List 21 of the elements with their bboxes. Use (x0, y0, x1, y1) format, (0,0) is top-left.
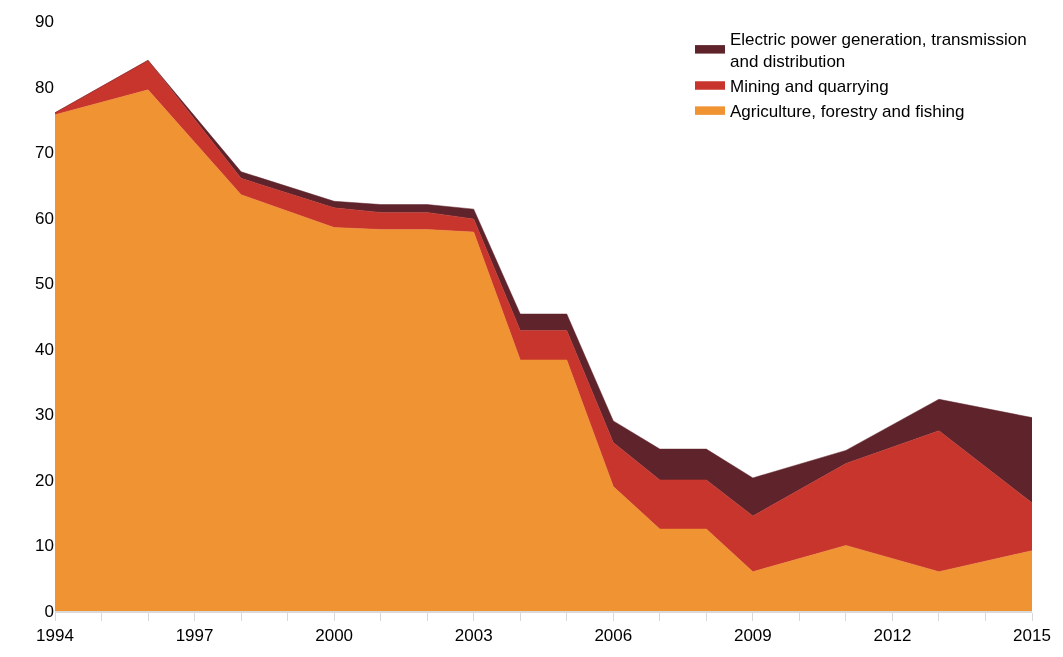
x-tick-label: 2006 (594, 626, 633, 646)
y-tick-label: 20 (35, 470, 54, 490)
x-tick-label: 2009 (733, 626, 772, 646)
y-tick-label: 40 (35, 339, 54, 359)
y-tick-label: 70 (35, 143, 54, 163)
legend-label: Electric power generation, transmission and distribution (730, 30, 1027, 72)
y-tick-label: 80 (35, 77, 54, 97)
y-tick-label: 50 (35, 274, 54, 294)
y-tick-label: 60 (35, 208, 54, 228)
x-tick-label: 2003 (454, 626, 493, 646)
y-tick-label: 90 (35, 11, 54, 31)
x-tick-label: 1997 (175, 626, 214, 646)
y-tick-label: 30 (35, 405, 54, 425)
y-tick-label: 10 (35, 536, 54, 556)
x-tick-label: 1994 (36, 626, 74, 646)
x-tick-label: 2015 (1013, 626, 1051, 646)
x-tick-label: 2000 (315, 626, 354, 646)
legend-label: Agriculture, forestry and fishing (730, 102, 965, 122)
y-tick-label: 0 (44, 601, 54, 621)
legend-label: Mining and quarrying (730, 77, 889, 97)
x-tick-label: 2012 (873, 626, 912, 646)
